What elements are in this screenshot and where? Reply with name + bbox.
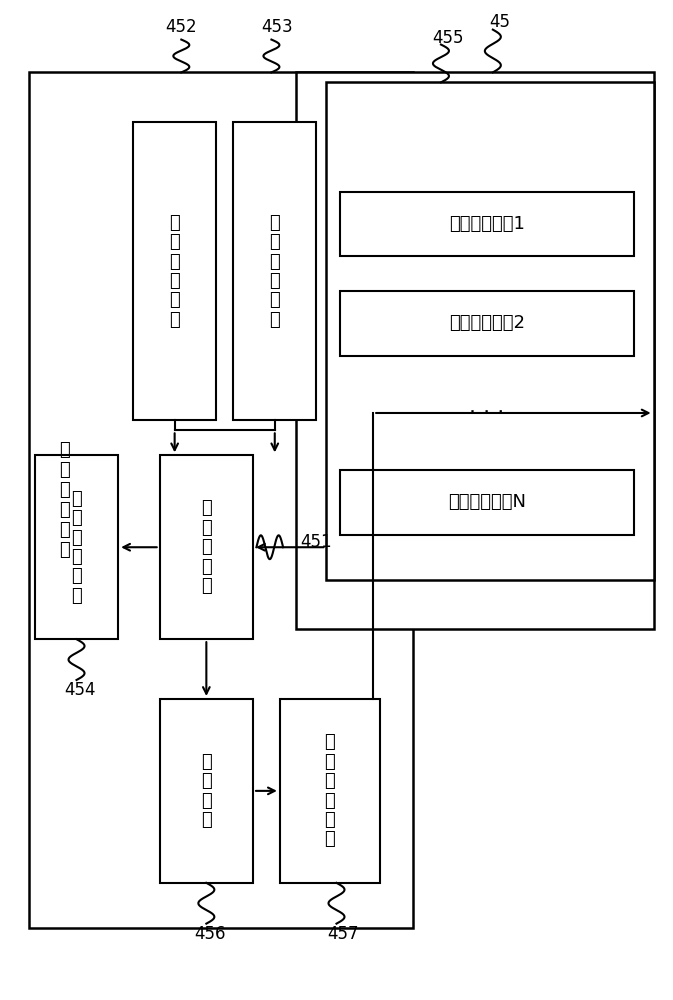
- Text: 温
度
监
控
模
块: 温 度 监 控 模 块: [269, 214, 280, 329]
- Bar: [340, 470, 633, 535]
- Text: 废气输送模块N: 废气输送模块N: [448, 493, 526, 511]
- Text: 456: 456: [194, 925, 225, 943]
- Text: 气
体
转
移
模
块: 气 体 转 移 模 块: [71, 490, 82, 605]
- Bar: [30, 72, 413, 928]
- Text: 废气输送模块1: 废气输送模块1: [449, 215, 525, 233]
- Text: 454: 454: [64, 681, 96, 699]
- Bar: [160, 455, 253, 639]
- Text: 457: 457: [328, 925, 359, 943]
- Text: 气
体
暂
存
模
块: 气 体 暂 存 模 块: [324, 733, 335, 848]
- Bar: [160, 699, 253, 883]
- Text: 泄
压
模
块: 泄 压 模 块: [201, 753, 212, 829]
- Bar: [340, 192, 633, 256]
- Bar: [296, 72, 653, 629]
- Text: 455: 455: [432, 29, 464, 47]
- Text: 453: 453: [261, 18, 293, 36]
- Text: · · ·: · · ·: [469, 403, 504, 423]
- Bar: [133, 122, 216, 420]
- Text: 452: 452: [166, 18, 197, 36]
- Text: 处
理
器
模
块: 处 理 器 模 块: [201, 499, 212, 595]
- Bar: [35, 455, 118, 639]
- Text: 45: 45: [489, 13, 510, 31]
- Text: 废
气
储
存
设
备: 废 气 储 存 设 备: [59, 441, 69, 559]
- Text: 451: 451: [299, 533, 331, 551]
- Bar: [233, 122, 316, 420]
- Text: 废气输送模块2: 废气输送模块2: [449, 314, 525, 332]
- Text: 气
压
监
控
模
块: 气 压 监 控 模 块: [170, 214, 180, 329]
- Bar: [326, 82, 653, 580]
- Bar: [340, 291, 633, 356]
- Bar: [280, 699, 380, 883]
